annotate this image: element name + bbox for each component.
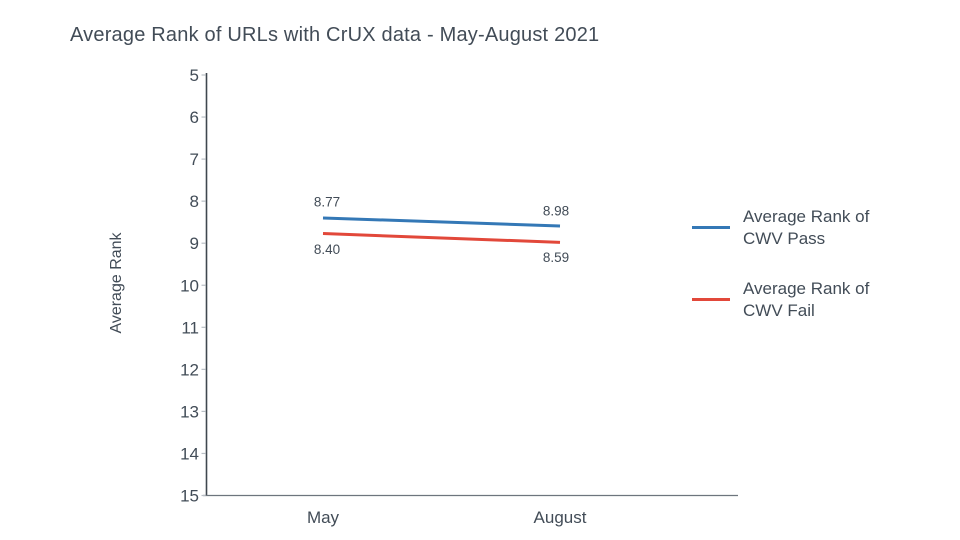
y-tick-label: 9	[190, 234, 199, 253]
series-line	[322, 232, 561, 244]
legend-item-cwv-fail: Average Rank of CWV Fail	[692, 278, 922, 322]
chart-title: Average Rank of URLs with CrUX data - Ma…	[70, 24, 600, 46]
y-tick-label: 14	[180, 444, 199, 463]
data-label: 8.77	[314, 195, 340, 210]
series-line	[322, 216, 561, 228]
y-tick-label: 12	[180, 360, 199, 379]
y-tick-label: 15	[180, 487, 199, 506]
data-label: 8.59	[543, 250, 569, 265]
y-tick-label: 6	[190, 108, 199, 127]
fail-line-swatch-icon	[692, 298, 730, 301]
y-tick-label: 7	[190, 150, 199, 169]
x-tick-label: May	[307, 508, 340, 527]
legend-label-cwv-pass: Average Rank of CWV Pass	[743, 207, 870, 248]
data-label: 8.98	[543, 203, 569, 218]
data-label: 8.40	[314, 242, 340, 257]
y-tick-label: 11	[181, 318, 199, 337]
y-tick-label: 10	[180, 276, 199, 295]
y-tick-label: 5	[190, 66, 199, 85]
y-tick-label: 8	[190, 192, 199, 211]
legend-item-cwv-pass: Average Rank of CWV Pass	[692, 206, 922, 250]
y-tick-label: 13	[180, 402, 199, 421]
legend-label-cwv-fail: Average Rank of CWV Fail	[743, 279, 870, 320]
pass-line-swatch-icon	[692, 226, 730, 229]
x-tick-label: August	[534, 508, 587, 527]
